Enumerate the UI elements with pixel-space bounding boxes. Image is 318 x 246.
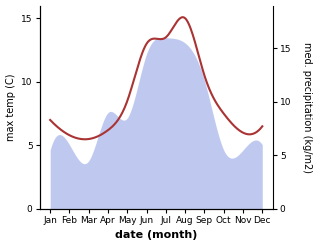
Y-axis label: med. precipitation (kg/m2): med. precipitation (kg/m2) [302,42,313,173]
Y-axis label: max temp (C): max temp (C) [5,74,16,141]
X-axis label: date (month): date (month) [115,231,197,240]
